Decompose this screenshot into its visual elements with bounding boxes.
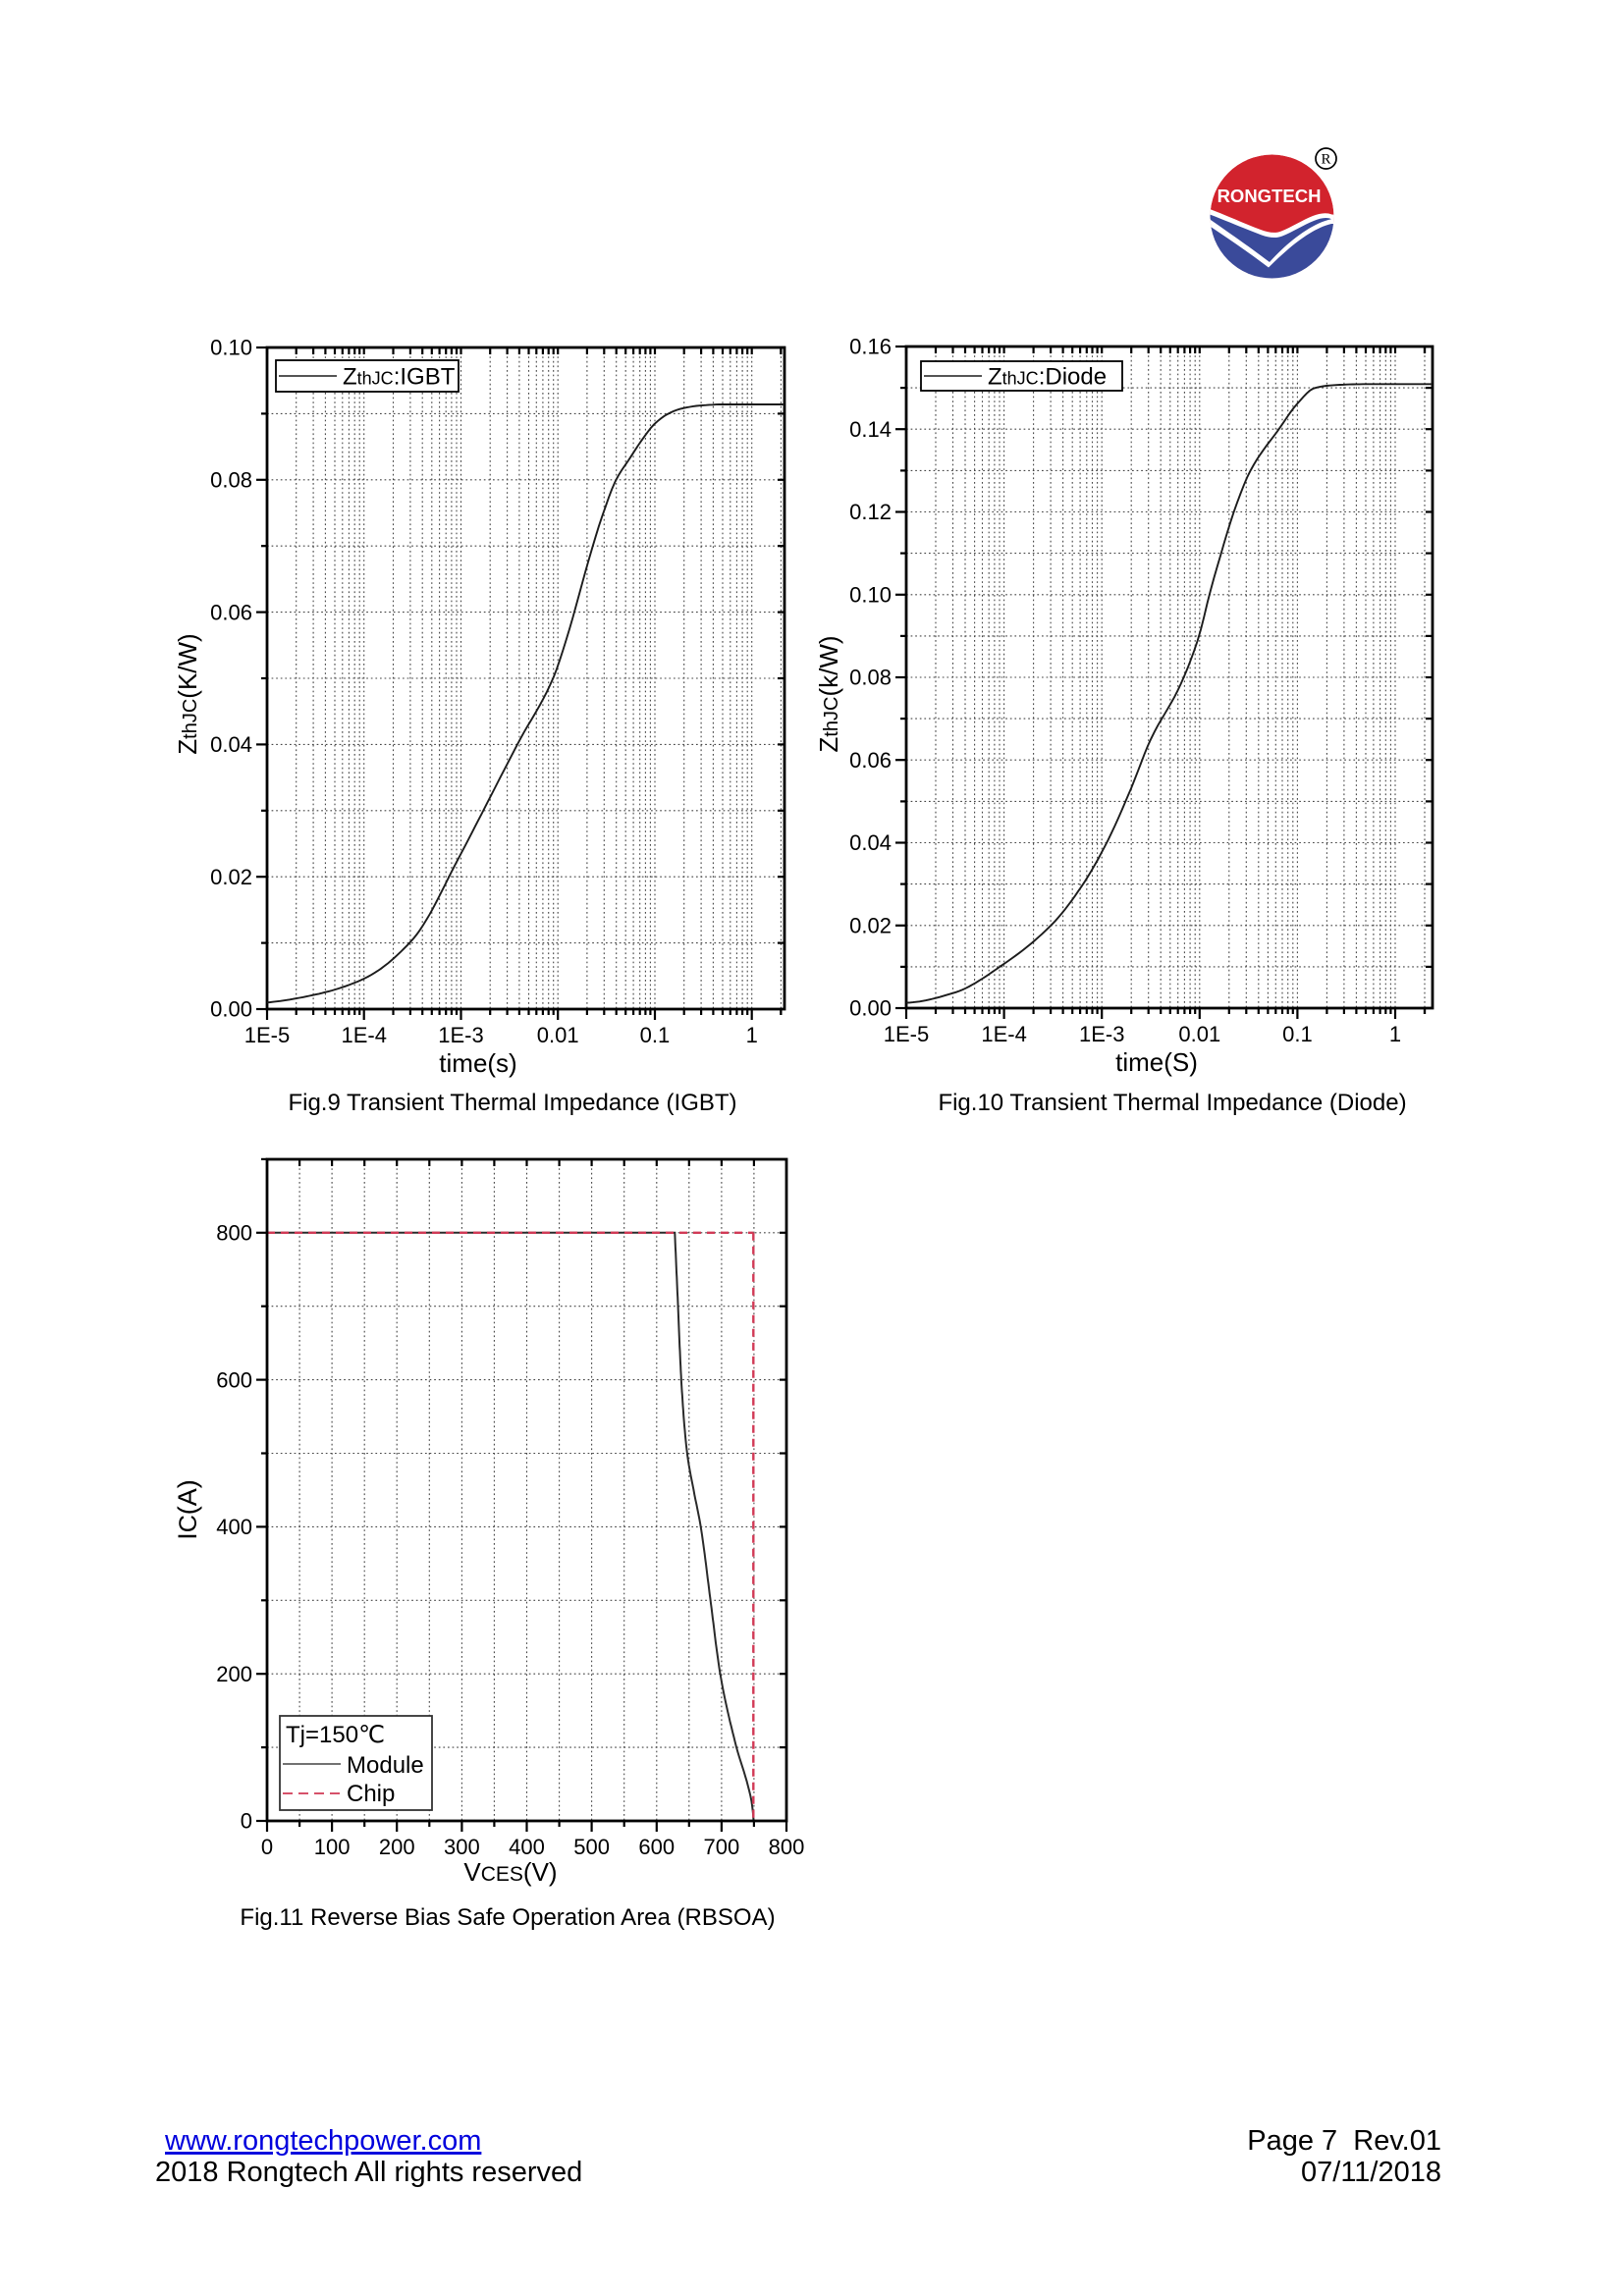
svg-text:0.06: 0.06 <box>210 600 252 624</box>
svg-text:1E-3: 1E-3 <box>1079 1022 1124 1046</box>
svg-text:800: 800 <box>216 1221 252 1246</box>
svg-text:www.rongtechpower.com: www.rongtechpower.com <box>164 2125 481 2157</box>
svg-text:time(s): time(s) <box>439 1048 516 1078</box>
svg-text:Chip: Chip <box>347 1781 395 1807</box>
svg-text:0.08: 0.08 <box>210 468 252 493</box>
svg-text:800: 800 <box>769 1835 805 1859</box>
svg-text:time(S): time(S) <box>1115 1047 1198 1077</box>
svg-text:0.14: 0.14 <box>849 417 892 442</box>
svg-text:RONGTECH: RONGTECH <box>1217 186 1322 206</box>
svg-text:2018 Rongtech All rights reser: 2018 Rongtech All rights reserved <box>155 2157 582 2188</box>
svg-text:0.02: 0.02 <box>210 865 252 889</box>
svg-text:Fig.11 Reverse Bias Safe Opera: Fig.11 Reverse Bias Safe Operation Area … <box>240 1904 775 1931</box>
svg-text:300: 300 <box>444 1835 480 1859</box>
svg-text:Fig.10 Transient Thermal Imped: Fig.10 Transient Thermal Impedance (Diod… <box>938 1090 1406 1116</box>
svg-text:ZthJC:IGBT: ZthJC:IGBT <box>343 364 456 391</box>
svg-text:R: R <box>1321 152 1330 168</box>
svg-text:0.1: 0.1 <box>1282 1022 1313 1046</box>
svg-text:Fig.9 Transient Thermal Impeda: Fig.9 Transient Thermal Impedance (IGBT) <box>288 1090 736 1116</box>
svg-text:1E-4: 1E-4 <box>341 1023 386 1047</box>
svg-text:1: 1 <box>1389 1022 1401 1046</box>
svg-text:1E-3: 1E-3 <box>438 1023 483 1047</box>
svg-text:100: 100 <box>314 1835 351 1859</box>
svg-text:0.00: 0.00 <box>849 996 892 1021</box>
svg-text:0.08: 0.08 <box>849 666 892 690</box>
svg-text:ZthJC(K/W): ZthJC(K/W) <box>173 633 202 754</box>
svg-text:IC(A): IC(A) <box>173 1479 202 1540</box>
svg-text:400: 400 <box>216 1515 252 1539</box>
svg-text:0.1: 0.1 <box>640 1023 671 1047</box>
svg-text:0.01: 0.01 <box>537 1023 579 1047</box>
svg-text:1E-5: 1E-5 <box>884 1022 929 1046</box>
svg-text:0.12: 0.12 <box>849 500 892 524</box>
svg-text:500: 500 <box>573 1835 610 1859</box>
svg-text:0.02: 0.02 <box>849 913 892 937</box>
svg-text:0.04: 0.04 <box>210 732 252 757</box>
svg-text:1: 1 <box>746 1023 758 1047</box>
svg-text:0.04: 0.04 <box>849 830 892 855</box>
svg-text:1E-5: 1E-5 <box>244 1023 290 1047</box>
svg-text:VCES(V): VCES(V) <box>463 1857 557 1887</box>
svg-text:ZthJC(k/W): ZthJC(k/W) <box>814 635 843 752</box>
svg-text:600: 600 <box>216 1367 252 1392</box>
svg-text:400: 400 <box>509 1835 545 1859</box>
svg-text:0.10: 0.10 <box>210 336 252 360</box>
svg-text:Page 7 Rev.01: Page 7 Rev.01 <box>1247 2125 1441 2157</box>
svg-text:0.00: 0.00 <box>210 997 252 1022</box>
svg-text:Tj=150℃: Tj=150℃ <box>286 1722 385 1748</box>
svg-text:600: 600 <box>638 1835 675 1859</box>
svg-text:0: 0 <box>261 1835 273 1859</box>
svg-text:200: 200 <box>379 1835 415 1859</box>
svg-text:ZthJC:Diode: ZthJC:Diode <box>988 364 1107 391</box>
svg-text:700: 700 <box>704 1835 740 1859</box>
svg-text:07/11/2018: 07/11/2018 <box>1301 2157 1441 2188</box>
svg-text:0.10: 0.10 <box>849 582 892 607</box>
svg-text:200: 200 <box>216 1662 252 1686</box>
svg-text:0: 0 <box>241 1809 252 1834</box>
svg-text:0.06: 0.06 <box>849 748 892 773</box>
svg-text:1E-4: 1E-4 <box>981 1022 1026 1046</box>
svg-text:Module: Module <box>347 1752 424 1779</box>
svg-text:0.01: 0.01 <box>1178 1022 1220 1046</box>
svg-text:0.16: 0.16 <box>849 335 892 359</box>
